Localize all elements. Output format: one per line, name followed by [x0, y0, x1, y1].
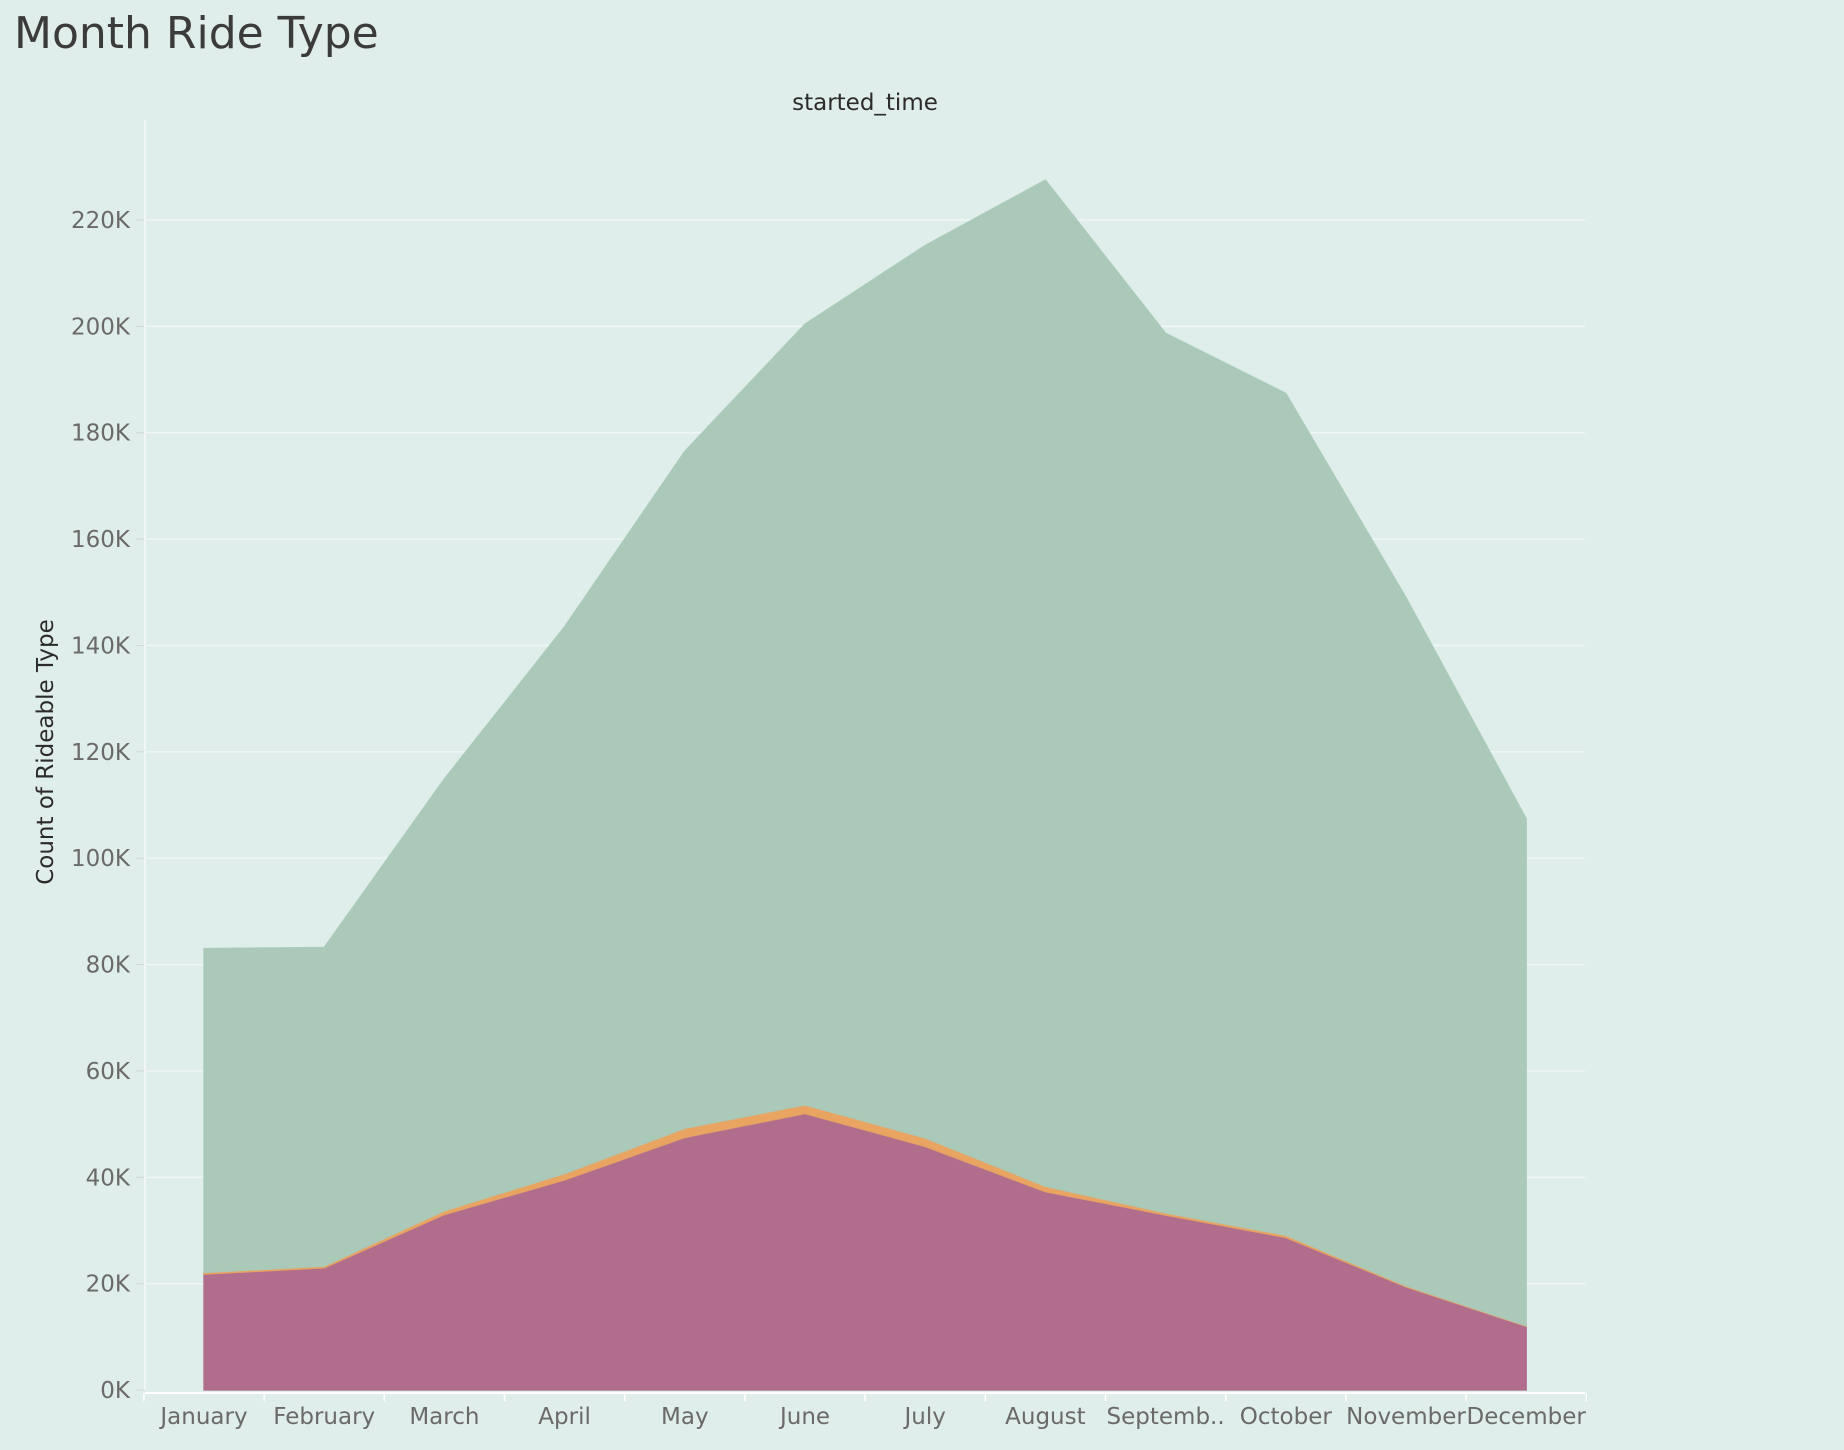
y-tick-label: 160K: [71, 527, 131, 553]
y-tick-label: 20K: [86, 1272, 131, 1298]
x-tick-label: May: [661, 1404, 709, 1430]
y-tick-label: 180K: [71, 421, 131, 447]
y-tick-label: 200K: [71, 314, 131, 340]
x-tick-labels: January February March April May June July Augu…: [143, 1393, 1588, 1430]
y-tick-label: 140K: [71, 633, 131, 659]
column-header: started_time: [792, 90, 938, 116]
area-series-3: [203, 179, 1527, 1327]
y-axis-title: Count of Rideable Type: [33, 619, 59, 885]
chart-title: Month Ride Type: [14, 8, 379, 59]
y-tick-label: 40K: [86, 1165, 131, 1191]
y-tick-label: 220K: [71, 208, 131, 234]
y-tick-label: 120K: [71, 740, 131, 766]
x-tick-label: January: [158, 1404, 247, 1430]
y-tick-label: 0K: [100, 1378, 131, 1404]
y-tick-label: 100K: [71, 846, 131, 872]
x-tick-label: August: [1005, 1404, 1086, 1430]
y-tick-labels: 0K 20K 40K 60K 80K 100K 120K 140K 160K 180K 200K 22…: [71, 208, 131, 1404]
x-tick-label: February: [273, 1404, 375, 1430]
y-tick-label: 60K: [86, 1059, 131, 1085]
x-tick-label: Septemb..: [1107, 1404, 1225, 1430]
x-tick-label: March: [409, 1404, 479, 1430]
x-tick-label: July: [903, 1404, 946, 1430]
x-tick-label: April: [538, 1404, 591, 1430]
x-tick-label: December: [1467, 1404, 1587, 1430]
x-tick-label: October: [1240, 1404, 1333, 1430]
y-tick-label: 80K: [86, 953, 131, 979]
x-tick-label: June: [778, 1404, 830, 1430]
area-layer: [203, 179, 1527, 1391]
x-tick-label: November: [1346, 1404, 1466, 1430]
